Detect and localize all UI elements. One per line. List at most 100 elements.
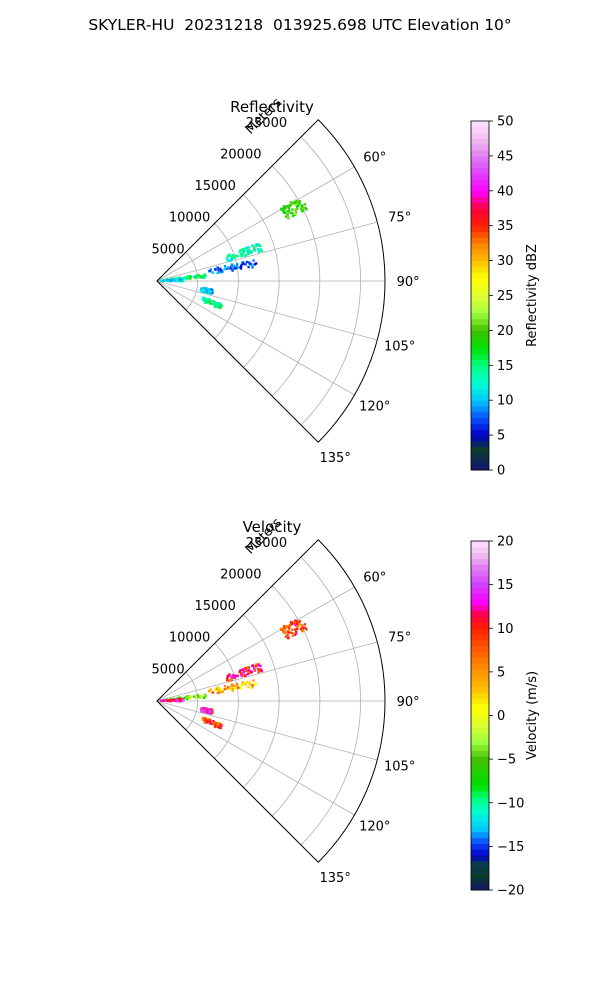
echo-gate [248,682,252,686]
echo-gate [301,206,304,210]
echo-cluster [280,619,308,640]
echo-gate [232,684,235,687]
colorbar-tick-label: 40 [497,184,514,199]
echo-cluster [199,286,214,295]
echo-cluster [201,716,223,730]
echo-gate [294,210,298,214]
echo-gate [231,269,234,272]
colorbar-step [471,371,489,378]
echo-gate [294,630,298,634]
echo-gate [226,257,229,260]
echo-gate [166,279,169,283]
colorbar-step [471,750,489,757]
colorbar-step [471,698,489,705]
echo-gate [216,303,219,307]
echo-gate [167,699,171,703]
plot-frame [156,539,386,863]
echo-cluster [160,697,185,703]
echo-gate [212,300,215,303]
echo-gate [218,690,222,693]
colorbar-step [471,365,489,372]
echo-gate [289,631,292,634]
echo-gate [253,683,257,686]
colorbar-step [471,703,489,711]
echo-gate [226,674,229,678]
echo-cluster [207,259,258,275]
echo-gate [283,211,287,215]
echo-gate [208,269,212,273]
echo-gate [293,633,297,636]
colorbar-step [471,132,489,139]
echo-gate [294,212,298,215]
echo-gate [242,668,245,671]
colorbar-step [471,260,489,267]
colorbar-step [471,552,489,559]
echo-gate [206,287,210,291]
echo-cluster [201,296,223,310]
echo-cluster [160,277,185,283]
echo-gate [240,684,243,687]
colorbar: −20 −15 −10 −5 0 5 10 15 20 Velocity (m/s) [470,535,540,899]
colorbar-step [471,150,489,157]
colorbar-step [471,336,489,343]
colorbar-step [471,541,489,548]
colorbar-step [471,668,489,676]
echo-gate [244,666,247,670]
colorbar-step [471,382,489,390]
echo-gate [294,632,298,635]
colorbar-step [471,884,489,891]
colorbar-step [471,312,489,320]
echo-gate [174,698,178,701]
echo-gate [206,707,210,711]
echo-gate [289,624,292,627]
echo-gate [280,627,283,630]
echo-gate [234,254,237,258]
colorbar-step [471,423,489,430]
colorbar-step [471,744,489,751]
echo-gate [303,203,307,206]
echo-gate [176,279,179,283]
colorbar-step [471,814,489,821]
radial-tick-label: 10000 [169,631,210,646]
echo-gate [253,263,257,266]
echo-gate [236,674,239,678]
echo-gate [296,625,299,628]
radial-tick-label: 10000 [169,211,210,226]
echo-gate [238,250,241,254]
echo-gate [214,304,217,308]
echo-gate [214,724,217,728]
colorbar-step [471,376,489,384]
colorbar-step [471,727,489,734]
echo-gate [253,248,256,251]
echo-gate [255,663,258,666]
colorbar-step [471,796,489,804]
echo-gate [230,676,233,679]
echo-gate [226,677,229,680]
radial-tick-label: 25000 [246,116,287,131]
azimuth-tick-label: 75° [388,211,411,226]
echo-gate [240,248,243,252]
colorbar-step [471,808,489,815]
echo-gate [287,210,290,214]
echo-gate [289,204,292,207]
echo-gate [174,278,178,281]
echo-gate [291,211,294,215]
radial-tick-label: 15000 [195,599,236,614]
colorbar-step [471,558,489,565]
echo-gate [258,669,261,673]
echo-gate [301,209,304,213]
echo-gate [255,243,258,246]
azimuth-spoke [156,700,378,761]
echo-gate [178,696,182,699]
echo-gate [254,244,258,248]
colorbar-step [471,587,489,594]
echo-gate [251,664,255,667]
echo-gate [287,209,291,212]
echo-gate [194,696,197,700]
colorbar-step [471,237,489,244]
echo-gate [304,206,307,210]
echo-gate [247,250,250,254]
echo-gate [178,698,182,702]
echo-gate [228,673,231,676]
echo-gate [200,707,203,710]
